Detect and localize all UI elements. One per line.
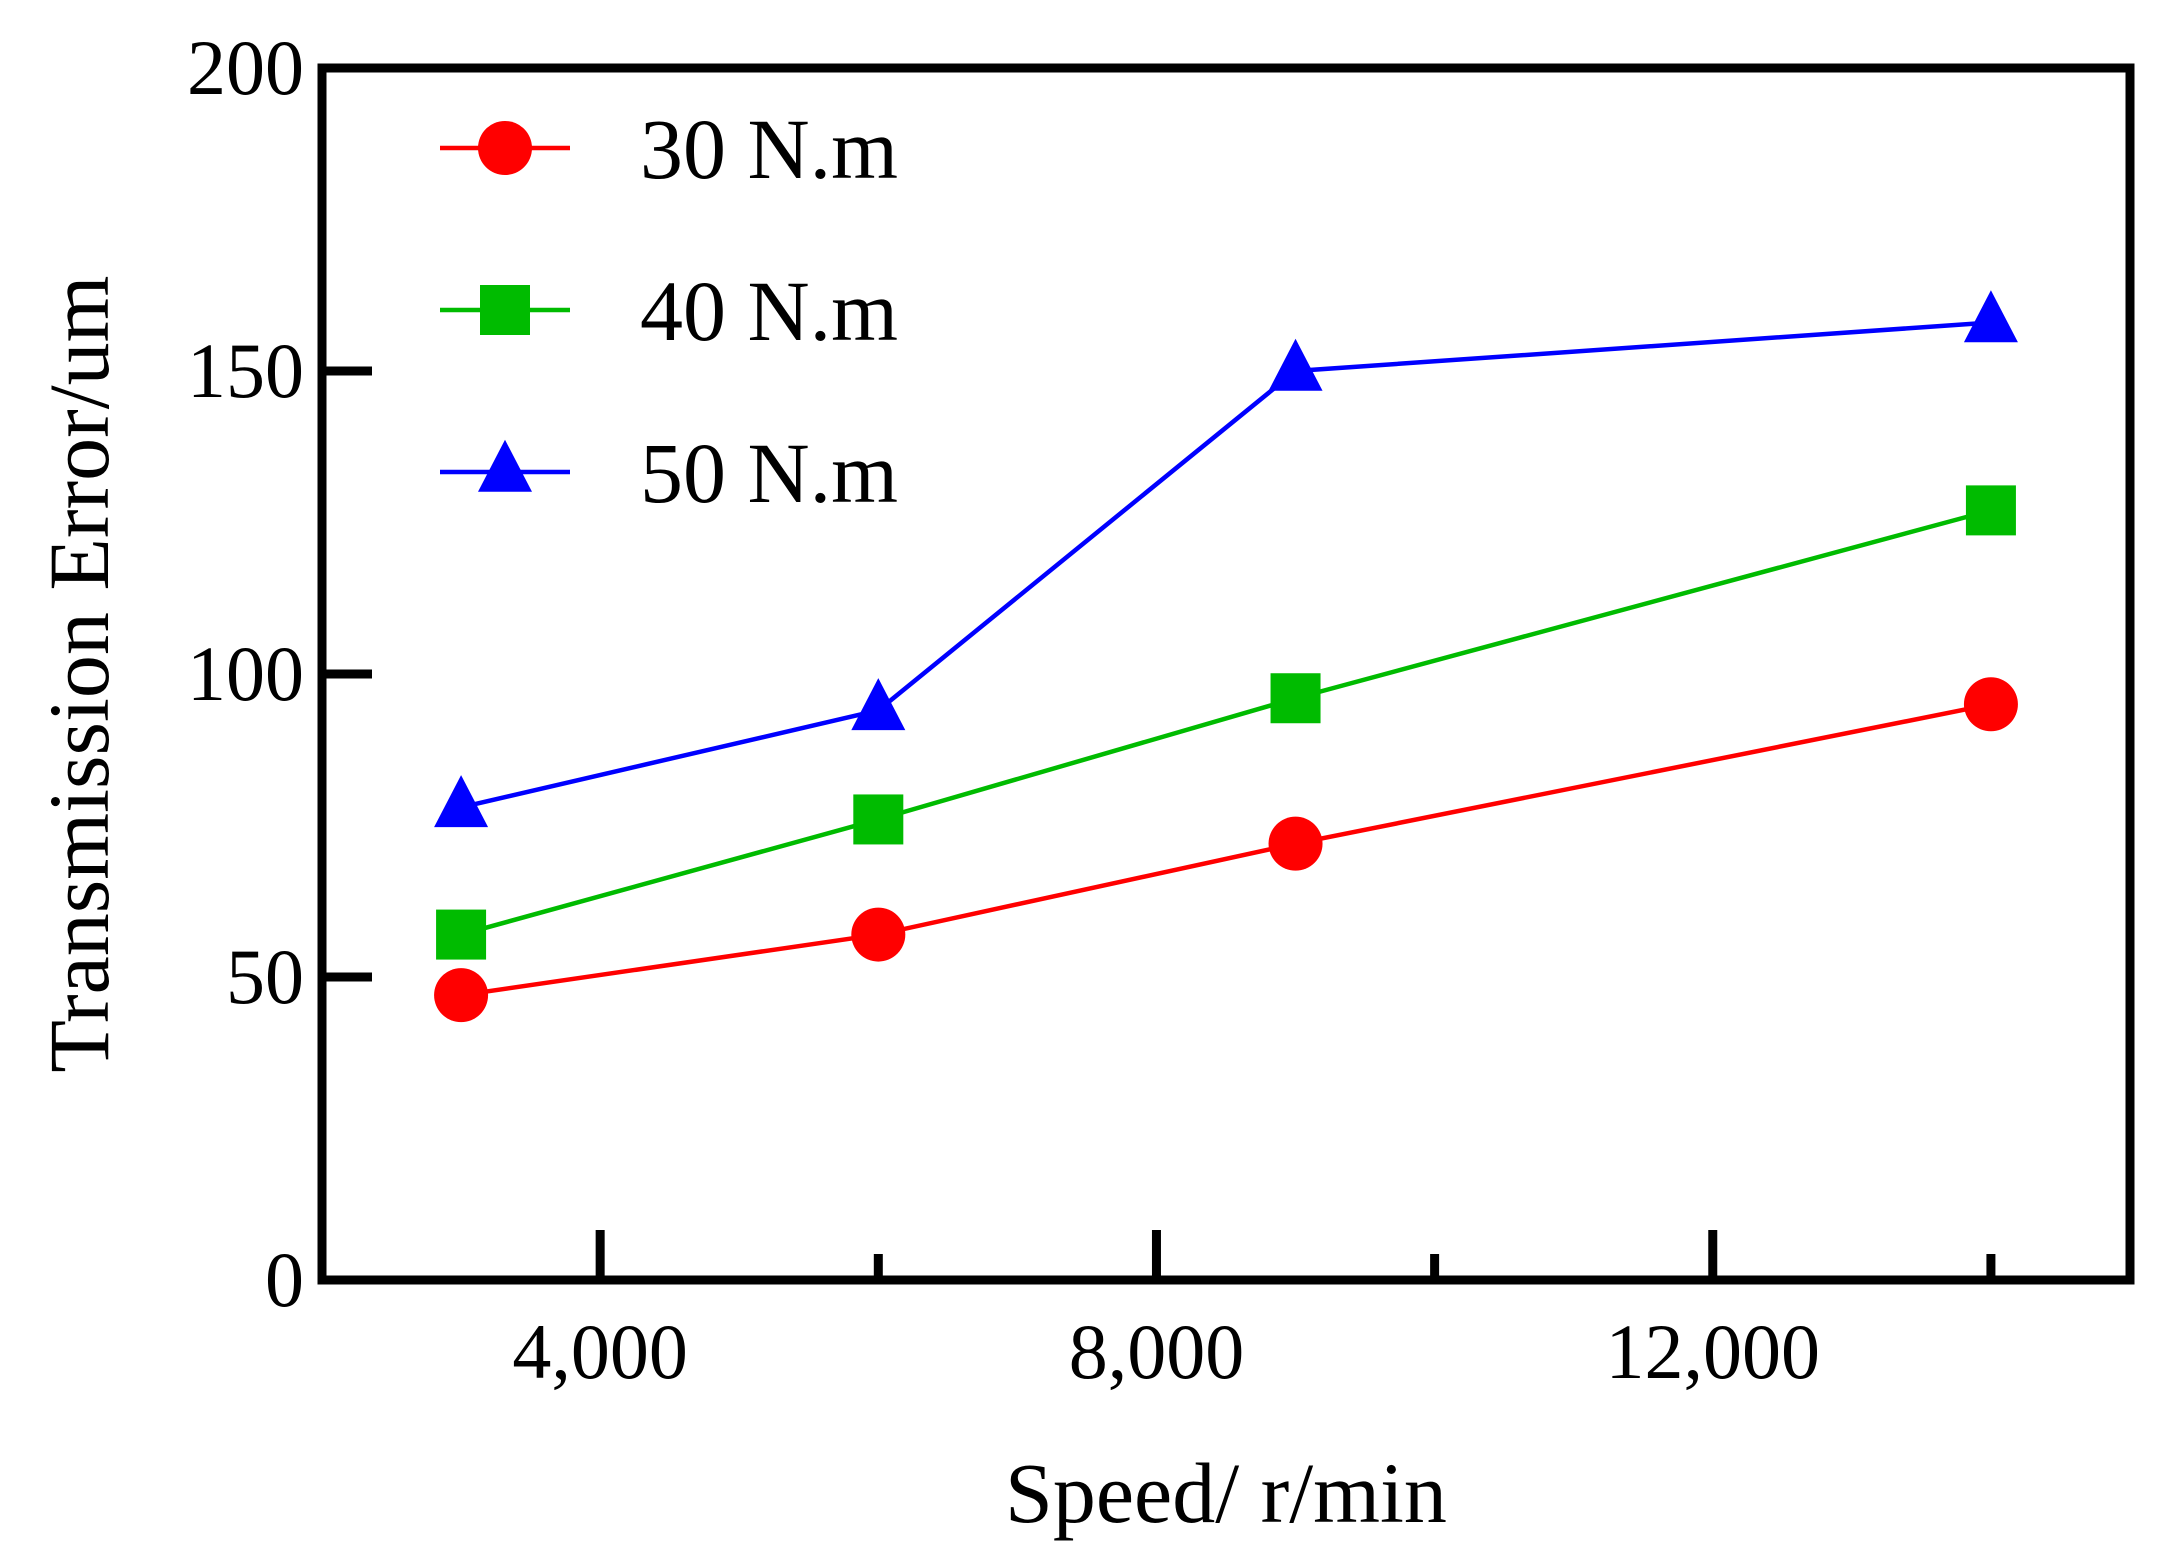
data-point [436,909,487,960]
legend-label: 30 N.m [640,101,898,197]
legend-label: 40 N.m [640,263,898,359]
series-line [460,508,1992,937]
data-point [851,907,906,962]
series-layer [434,290,2018,1023]
legend-marker [478,439,532,492]
data-point [1963,677,2018,732]
x-tick-label: 8,000 [1069,1308,1245,1395]
tick-layer: 0 50 100 150 200 4,000 8,000 12,000 [187,24,1996,1395]
y-tick-label: 100 [187,630,304,717]
plot-frame [317,63,2135,1285]
x-axis-label: Speed/ r/min [1005,1445,1447,1541]
data-point [851,678,906,731]
legend-item: 50 N.m [440,425,898,521]
series-50-n-m [434,290,2018,828]
legend-marker [478,121,532,175]
series-30-n-m [434,677,2018,1023]
x-tick-label: 12,000 [1606,1308,1821,1395]
data-point [434,968,489,1023]
data-point [1268,338,1323,391]
data-point [434,775,489,828]
data-point [1963,290,2018,343]
x-tick-label: 4,000 [512,1308,688,1395]
data-point [1965,485,2016,536]
series-line [460,320,1992,810]
data-point [1268,816,1323,871]
series-40-n-m [436,485,2016,960]
y-tick-label: 150 [187,327,304,414]
legend-item: 40 N.m [440,263,898,359]
legend-item: 30 N.m [440,101,898,197]
y-tick-label: 200 [187,24,304,111]
legend-marker [480,285,530,335]
y-tick-label: 50 [226,933,304,1020]
y-tick-label: 0 [265,1236,304,1323]
legend: 30 N.m 40 N.m 50 N.m [440,101,898,521]
legend-label: 50 N.m [640,425,898,521]
data-point [1270,673,1321,724]
y-axis-label: Transmission Error/um [31,275,127,1072]
series-line [460,702,1992,998]
data-point [853,794,904,845]
